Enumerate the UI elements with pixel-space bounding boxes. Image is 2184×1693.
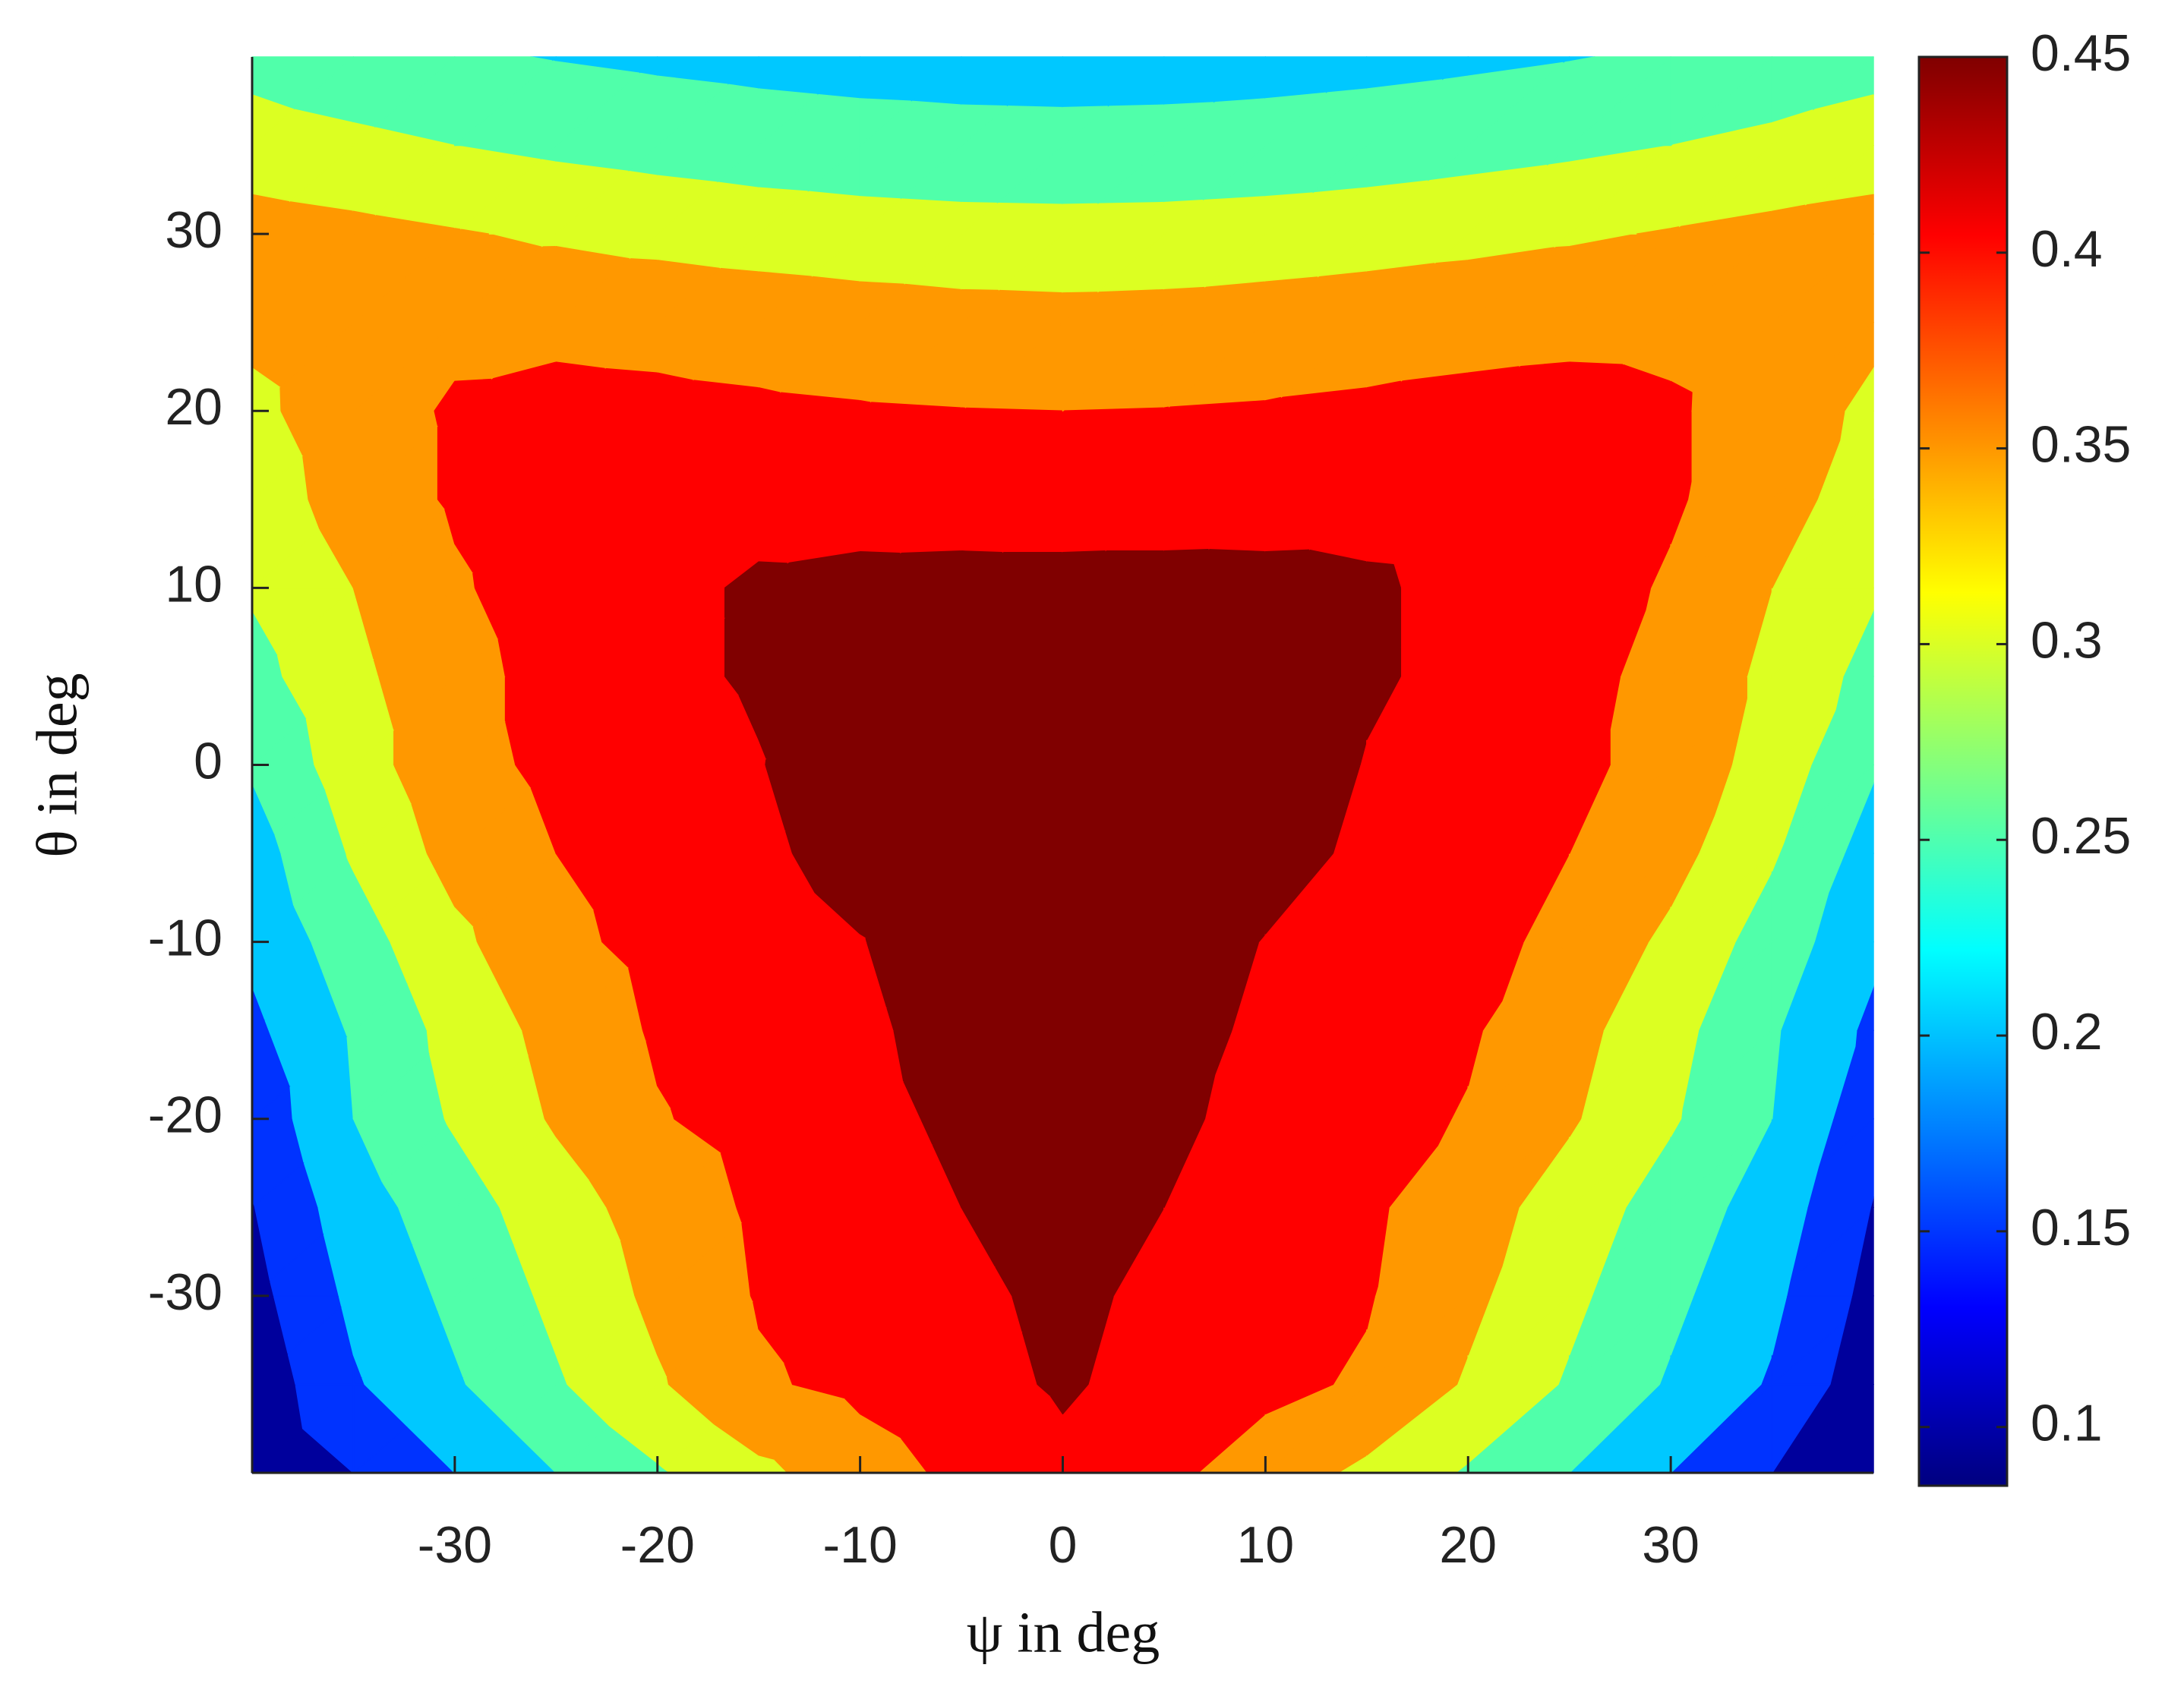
y-tick-label: 10: [165, 555, 223, 613]
contour-band: [758, 88, 818, 147]
contour-band: [1467, 61, 1564, 147]
contour-band: [1264, 192, 1313, 235]
contour-band: [859, 550, 901, 589]
contour-band: [1670, 226, 1680, 235]
colorbar-tick-label: 0.3: [2031, 611, 2103, 669]
contour-band: [1062, 203, 1098, 235]
y-tick-label: -10: [148, 910, 223, 967]
contour-band: [1163, 548, 1209, 589]
contour-band: [859, 98, 912, 147]
contour-band: [1771, 204, 1806, 235]
plot-area: [251, 56, 1874, 1474]
contour-band: [555, 361, 605, 411]
contour-band: [859, 400, 871, 411]
contour-band: [1771, 109, 1813, 147]
colorbar: [1917, 55, 2009, 1487]
contour-band: [1366, 180, 1428, 235]
x-tick-label: -30: [418, 1516, 492, 1574]
contour-band: [1163, 406, 1169, 411]
x-axis-label: ψ in deg: [967, 1600, 1160, 1664]
contour-band: [1568, 56, 1671, 147]
contour-band: [758, 271, 813, 323]
contour-band: [1366, 263, 1435, 323]
contour-band: [1062, 292, 1098, 323]
contour-band: [1163, 199, 1204, 235]
contour-band: [859, 281, 904, 323]
colorbar-tick-label: 0.15: [2031, 1199, 2131, 1256]
contour-band: [1366, 561, 1394, 589]
colorbar-tick-label: 0.4: [2031, 220, 2103, 278]
x-tick-label: 30: [1642, 1516, 1700, 1574]
colorbar-tick-label: 0.45: [2031, 24, 2131, 82]
contour-band: [454, 378, 492, 411]
contour-band: [758, 561, 787, 589]
contour-band: [1366, 380, 1402, 411]
contour-band: [758, 187, 808, 235]
contour-band: [555, 61, 640, 147]
contour-band: [1264, 92, 1327, 147]
x-tick-label: 0: [1049, 1516, 1078, 1574]
colorbar-tick-label: 0.1: [2031, 1395, 2103, 1452]
contour-band: [657, 75, 728, 147]
y-tick-label: 0: [194, 732, 223, 790]
contour-band: [1670, 56, 1773, 147]
contour-band: [1366, 79, 1443, 147]
contour-band: [454, 56, 553, 147]
contour-band: [859, 196, 901, 235]
contour-band: [1467, 366, 1520, 411]
contour-band: [961, 407, 966, 411]
y-tick-label: -20: [148, 1086, 223, 1144]
x-tick-label: -20: [620, 1516, 695, 1574]
contour-band: [1467, 165, 1548, 235]
contour-band: [1062, 550, 1106, 589]
contour-band: [961, 288, 999, 323]
contour-band: [961, 201, 998, 235]
contour-band: [1163, 286, 1205, 323]
contour-band: [1670, 380, 1693, 411]
x-tick-label: 10: [1237, 1516, 1295, 1574]
contour-band: [1062, 106, 1109, 147]
contour-band: [657, 372, 693, 411]
contour-band: [1568, 144, 1671, 235]
contour-band: [1264, 276, 1318, 323]
contour-band: [1568, 361, 1624, 411]
contour-band: [657, 175, 718, 235]
colorbar-tick-label: 0.35: [2031, 416, 2131, 474]
contour-band: [555, 161, 629, 235]
contour-band: [1264, 397, 1282, 411]
x-tick-label: 20: [1439, 1516, 1497, 1574]
contour-band: [454, 228, 461, 235]
y-axis-label: θ in deg: [25, 673, 89, 857]
contour-band: [961, 104, 1008, 147]
contour-band: [352, 210, 376, 235]
contour-band: [352, 121, 375, 147]
y-tick-label: -30: [148, 1263, 223, 1321]
contour-band: [1467, 247, 1554, 323]
contour-band: [758, 387, 781, 411]
contour-band: [555, 246, 630, 323]
colorbar-tick-label: 0.2: [2031, 1003, 2103, 1061]
contour-band: [1264, 549, 1310, 589]
contour-band: [657, 260, 721, 323]
y-tick-label: 30: [165, 201, 223, 259]
x-tick-label: -10: [822, 1516, 897, 1574]
contour-band: [1163, 102, 1214, 147]
contour-band: [961, 550, 1003, 589]
colorbar-tick-label: 0.25: [2031, 807, 2131, 865]
y-tick-label: 20: [165, 378, 223, 436]
